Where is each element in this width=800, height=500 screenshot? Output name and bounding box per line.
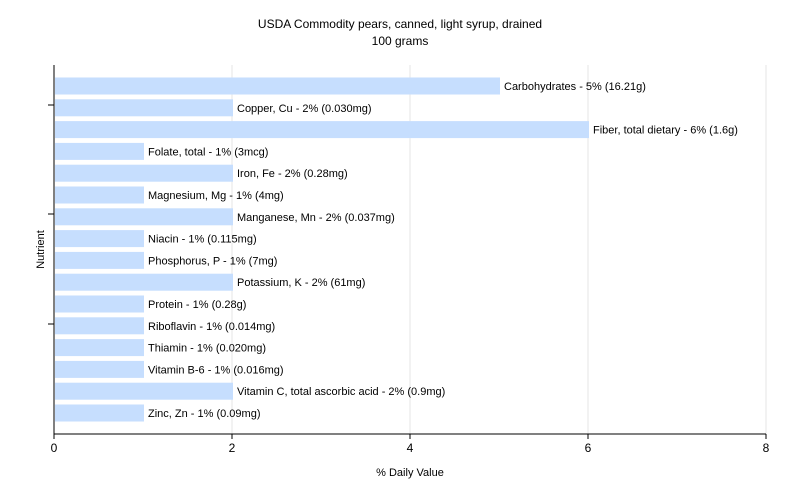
bar-12 bbox=[55, 339, 144, 357]
grid-lines bbox=[231, 65, 767, 434]
bar-label-6: Manganese, Mn - 2% (0.037mg) bbox=[237, 212, 395, 224]
x-tick-label-3: 6 bbox=[585, 441, 592, 455]
bar-4 bbox=[55, 164, 233, 182]
bar-label-10: Protein - 1% (0.28g) bbox=[148, 299, 246, 311]
bar-label-13: Vitamin B-6 - 1% (0.016mg) bbox=[148, 364, 284, 376]
bar-labels: Carbohydrates - 5% (16.21g) Copper, Cu - … bbox=[148, 81, 738, 420]
x-tick-label-4: 8 bbox=[763, 441, 770, 455]
chart-title-block: USDA Commodity pears, canned, light syru… bbox=[0, 16, 800, 50]
bar-0 bbox=[55, 77, 500, 95]
bar-1 bbox=[55, 99, 233, 117]
bar-3 bbox=[55, 142, 144, 160]
bar-label-14: Vitamin C, total ascorbic acid - 2% (0.9… bbox=[237, 386, 445, 398]
bar-label-2: Fiber, total dietary - 6% (1.6g) bbox=[593, 125, 738, 137]
bar-label-15: Zinc, Zn - 1% (0.09mg) bbox=[148, 408, 260, 420]
x-axis-title: % Daily Value bbox=[376, 467, 444, 479]
x-tick-label-1: 2 bbox=[229, 441, 236, 455]
bar-7 bbox=[55, 230, 144, 248]
bar-6 bbox=[55, 208, 233, 226]
bar-9 bbox=[55, 273, 233, 291]
bar-label-8: Phosphorus, P - 1% (7mg) bbox=[148, 255, 277, 267]
bar-label-3: Folate, total - 1% (3mcg) bbox=[148, 146, 268, 158]
bar-label-11: Riboflavin - 1% (0.014mg) bbox=[148, 321, 275, 333]
chart-subtitle: 100 grams bbox=[371, 34, 429, 48]
bar-label-9: Potassium, K - 2% (61mg) bbox=[237, 277, 365, 289]
chart-title: USDA Commodity pears, canned, light syru… bbox=[257, 17, 543, 31]
bar-2 bbox=[55, 121, 589, 139]
bar-13 bbox=[55, 360, 144, 378]
x-tick-label-2: 4 bbox=[407, 441, 414, 455]
bar-15 bbox=[55, 404, 144, 422]
bar-label-5: Magnesium, Mg - 1% (4mg) bbox=[148, 190, 284, 202]
bar-11 bbox=[55, 317, 144, 335]
bars bbox=[55, 77, 589, 422]
bar-label-1: Copper, Cu - 2% (0.030mg) bbox=[237, 103, 372, 115]
bar-14 bbox=[55, 382, 233, 400]
x-tick-label-0: 0 bbox=[51, 441, 58, 455]
bar-8 bbox=[55, 251, 144, 269]
bar-label-4: Iron, Fe - 2% (0.28mg) bbox=[237, 168, 348, 180]
bar-label-12: Thiamin - 1% (0.020mg) bbox=[148, 343, 266, 355]
bar-label-7: Niacin - 1% (0.115mg) bbox=[148, 234, 257, 246]
y-axis-title: Nutrient bbox=[35, 230, 47, 269]
axes: 0 2 4 6 8 bbox=[48, 65, 770, 455]
bar-5 bbox=[55, 186, 144, 204]
bar-10 bbox=[55, 295, 144, 313]
bar-label-0: Carbohydrates - 5% (16.21g) bbox=[504, 81, 646, 93]
